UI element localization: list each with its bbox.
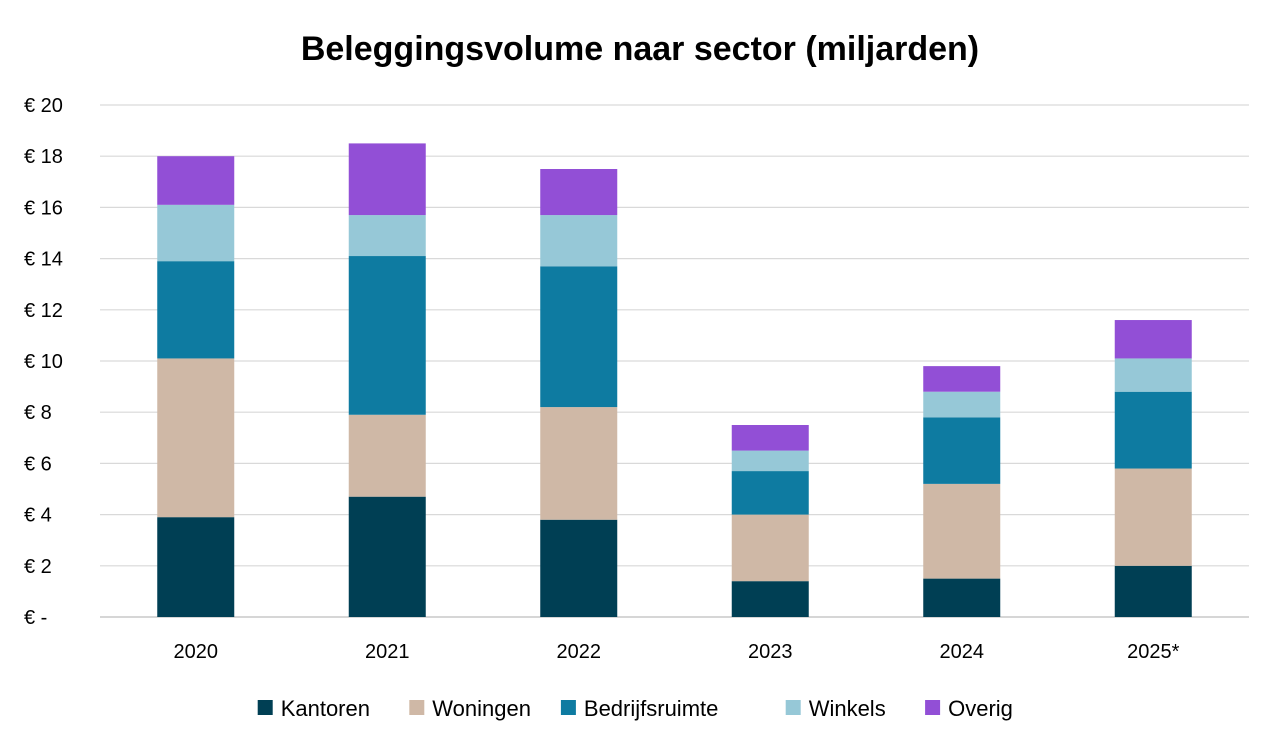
x-tick-label: 2021 [365,641,410,663]
y-tick-label: € 16 [24,197,63,219]
bar-segment [731,450,809,472]
y-tick-label: € 12 [24,300,63,322]
bar-segment [348,256,426,415]
bar-segment [731,425,809,451]
bar-segment [540,266,618,408]
legend-label: Woningen [432,696,531,721]
bar-segment [1114,468,1192,566]
y-tick-label: € 18 [24,146,63,168]
x-tick-label: 2023 [748,641,793,663]
x-tick-label: 2020 [174,641,219,663]
y-tick-label: € 2 [24,556,52,578]
bar-segment [157,261,235,359]
bar-segment [348,496,426,617]
bar-segment [348,215,426,257]
bar-segment [157,156,235,205]
gridlines [100,104,1249,618]
legend-label: Winkels [809,696,886,721]
bar-segment [1114,391,1192,469]
bar-segment [731,514,809,582]
bar-segment [540,519,618,617]
legend-swatch [409,700,425,715]
bar-segment [157,204,235,262]
bar-segment [731,471,809,515]
bar-segment [1114,565,1192,617]
legend-swatch [925,700,941,715]
legend-swatch [785,700,801,715]
legend-swatch [257,700,273,715]
bar-segment [540,169,618,216]
y-tick-label: € 14 [24,249,63,271]
x-tick-label: 2025* [1127,641,1179,663]
y-tick-label: € 6 [24,453,52,475]
y-tick-label: € 20 [24,95,63,117]
y-tick-label: € 10 [24,351,63,373]
y-tick-label: € - [24,607,47,629]
x-axis-ticks: 2020 2021 2022 2023 2024 2025* [174,641,1180,663]
chart-title: Beleggingsvolume naar sector (miljarden) [301,30,979,68]
bar-segment [923,417,1001,484]
bar-segment [923,483,1001,579]
x-tick-label: 2024 [940,641,985,663]
legend-label: Overig [948,696,1013,721]
legend: Kantoren Woningen Bedrijfsruimte Winkels Ove… [257,696,1013,721]
y-axis-ticks: € - € 2 € 4 € 6 € 8 € 10 € 12 € 14 € 16 € 18 € 20 [24,95,63,629]
bar-segment [731,581,809,617]
y-tick-label: € 4 [24,505,52,527]
bar-segment [1114,320,1192,359]
bar-segment [1114,358,1192,392]
y-tick-label: € 8 [24,402,52,424]
legend-label: Bedrijfsruimte [584,696,718,721]
bar-segment [923,391,1001,418]
bar-segment [348,143,426,216]
legend-label: Kantoren [281,696,370,721]
bar-segment [540,407,618,520]
x-tick-label: 2022 [557,641,602,663]
bar-segment [348,414,426,497]
legend-swatch [560,700,576,715]
bar-segment [157,517,235,617]
bar-segment [540,215,618,267]
bar-segment [157,358,235,518]
bar-segment [923,366,1001,392]
bar-segment [923,578,1001,617]
bars [157,143,1192,617]
